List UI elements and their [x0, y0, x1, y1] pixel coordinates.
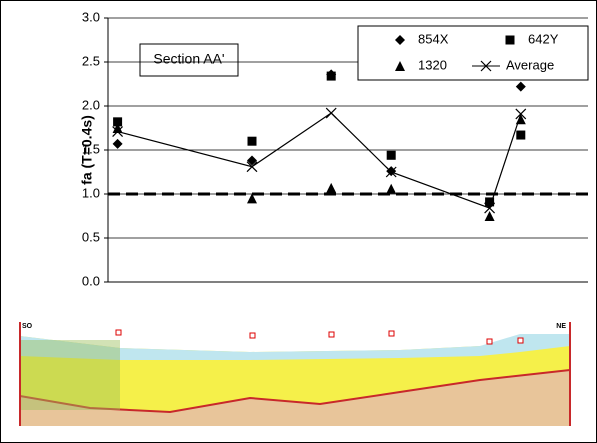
y-tick-label: 2.5	[82, 53, 100, 68]
point	[484, 211, 495, 221]
section-end-label: SO	[22, 323, 33, 330]
point	[325, 107, 337, 119]
annotation-box	[139, 43, 239, 77]
legend-marker	[395, 61, 405, 71]
series-line	[117, 112, 522, 209]
annotation: Section AA'	[153, 51, 224, 67]
point	[386, 166, 397, 177]
point	[246, 161, 258, 173]
point	[247, 155, 257, 166]
point	[326, 182, 337, 193]
y-axis-label: fa (T=0.4s)	[79, 115, 95, 185]
point	[247, 136, 257, 146]
y-tick-label: 0.5	[82, 229, 100, 244]
point	[113, 117, 123, 127]
hatched-zone	[20, 340, 120, 410]
point	[485, 197, 495, 207]
bedrock-line	[19, 369, 571, 414]
point	[385, 166, 397, 178]
legend-label: Average	[506, 57, 554, 72]
point	[112, 123, 123, 133]
point	[112, 138, 123, 149]
y-tick-label: 0.0	[82, 273, 100, 288]
point	[247, 193, 257, 204]
legend-label: 642Y	[528, 31, 559, 46]
point	[484, 202, 496, 214]
legend-label: 854X	[418, 31, 449, 46]
water-layer	[20, 334, 570, 360]
point	[112, 126, 124, 137]
y-tick-label: 2.0	[82, 97, 100, 112]
y-tick-label: 3.0	[82, 9, 100, 24]
point	[515, 81, 526, 92]
legend-marker	[395, 35, 405, 45]
point	[516, 130, 526, 140]
point	[386, 150, 396, 160]
stations	[115, 329, 524, 345]
point	[386, 183, 397, 194]
point	[326, 71, 336, 81]
legend-label: 1320	[418, 57, 447, 72]
section-end-label: NE	[556, 323, 566, 330]
y-tick-label: 1.5	[82, 141, 100, 156]
point	[515, 108, 527, 120]
y-tick-label: 1.0	[82, 185, 100, 200]
cross-section: SO NE	[16, 316, 574, 428]
legend-marker	[505, 35, 515, 45]
legend-marker	[480, 60, 492, 72]
